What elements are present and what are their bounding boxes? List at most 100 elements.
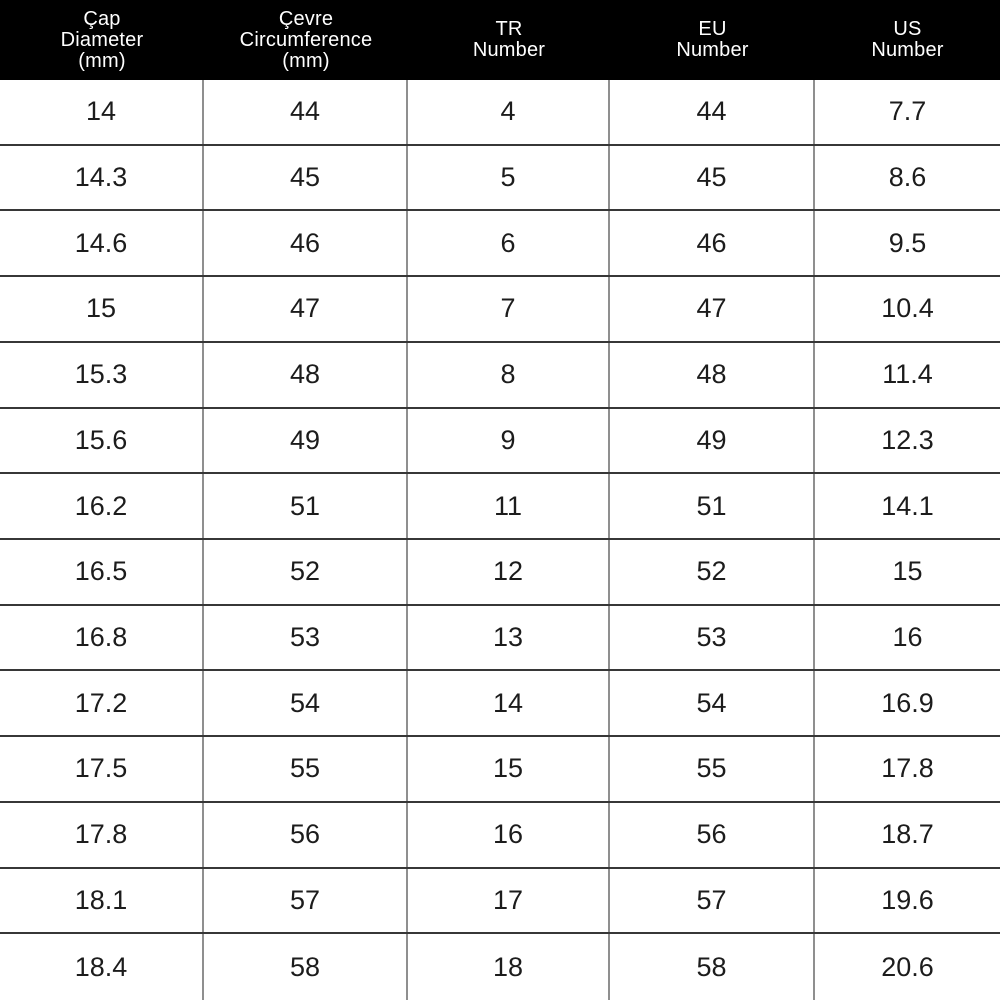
cell-diameter: 16.8 [0,605,204,670]
cell-diameter: 15 [0,277,204,341]
cell-eu: 51 [610,474,815,538]
cell-circumference: 58 [204,934,408,1000]
table-row: 16.5 52 12 52 15 [0,540,1000,606]
cell-eu: 53 [610,605,815,670]
cell-tr: 5 [408,145,610,210]
cell-us: 16.9 [881,687,934,718]
column-header-line: (mm) [282,49,330,72]
table-row: 15.3 48 8 48 11.4 [0,342,1000,409]
cell-circumference: 56 [204,802,408,867]
cell-diameter: 15.6 [0,408,204,473]
cell-diameter: 14.3 [0,145,204,210]
cell-tr: 9 [408,408,610,473]
cell-us: 17.8 [881,753,934,784]
cell-circumference: 49 [204,408,408,473]
table-row: 14.3 45 5 45 8.6 [0,145,1000,212]
cell-us: 14.1 [881,490,934,521]
table-row: 18.1 57 17 57 19.6 [0,868,1000,935]
table-row: 14.6 46 6 46 9.5 [0,211,1000,278]
cell-eu: 46 [610,211,815,276]
column-header-line: EU [698,18,727,40]
cell-circumference: 47 [204,277,408,341]
cell-tr: 13 [408,605,610,670]
column-header-line: Number [871,39,944,61]
cell-eu: 48 [610,342,815,407]
cell-us: 18.7 [881,819,934,850]
table-header: Çap Diameter (mm) Çevre Circumference (mm) TR N… [0,0,1000,80]
column-header-line: Diameter [60,28,144,51]
cell-diameter: 18.1 [0,868,204,933]
cell-us: 10.4 [881,293,934,324]
cell-eu: 57 [610,868,815,933]
cell-eu: 54 [610,671,815,736]
cell-diameter: 17.8 [0,802,204,867]
cell-eu: 58 [610,934,815,1000]
cell-circumference: 45 [204,145,408,210]
cell-diameter: 18.4 [0,934,204,1000]
table-row: 17.5 55 15 55 17.8 [0,737,1000,803]
cell-diameter: 16.2 [0,474,204,538]
column-header-line: US [893,18,922,40]
table-row: 18.4 58 18 58 20.6 [0,934,1000,1000]
cell-eu: 55 [610,737,815,801]
cell-circumference: 52 [204,540,408,604]
column-header-line: Circumference [239,28,373,51]
cell-eu: 56 [610,802,815,867]
cell-tr: 17 [408,868,610,933]
cell-diameter: 14 [0,80,204,144]
cell-diameter: 17.5 [0,737,204,801]
cell-us: 16 [892,622,923,653]
cell-diameter: 16.5 [0,540,204,604]
column-header-tr: TR Number [408,0,610,80]
cell-tr: 16 [408,802,610,867]
table-row: 16.2 51 11 51 14.1 [0,474,1000,540]
cell-circumference: 53 [204,605,408,670]
cell-circumference: 54 [204,671,408,736]
column-header-line: Çap [83,7,121,30]
cell-circumference: 44 [204,80,408,144]
cell-tr: 4 [408,80,610,144]
column-header-line: TR [495,18,523,40]
cell-circumference: 48 [204,342,408,407]
column-header-line: Number [472,39,546,61]
column-header-us: US Number [815,0,1000,80]
table-body: 14 44 4 44 7.7 14.3 45 5 45 8.6 14.6 46 6 46 9.5 15 47 7 4… [0,80,1000,1000]
cell-diameter: 15.3 [0,342,204,407]
cell-circumference: 55 [204,737,408,801]
column-header-line: (mm) [78,49,126,72]
cell-tr: 11 [408,474,610,538]
table-row: 17.8 56 16 56 18.7 [0,802,1000,869]
cell-tr: 12 [408,540,610,604]
cell-us: 11.4 [882,359,933,390]
cell-us: 7.7 [888,96,927,127]
cell-tr: 14 [408,671,610,736]
table-row: 15.6 49 9 49 12.3 [0,408,1000,475]
cell-us: 9.5 [888,227,927,258]
cell-eu: 44 [610,80,815,144]
column-header-line: Çevre [278,7,334,30]
cell-diameter: 14.6 [0,211,204,276]
cell-us: 15 [892,556,923,587]
cell-us: 8.6 [888,162,927,193]
cell-us: 12.3 [881,424,934,455]
cell-tr: 15 [408,737,610,801]
column-header-diameter: Çap Diameter (mm) [0,0,204,80]
cell-us: 20.6 [881,951,934,982]
cell-eu: 52 [610,540,815,604]
cell-eu: 47 [610,277,815,341]
cell-circumference: 51 [204,474,408,538]
table-row: 15 47 7 47 10.4 [0,277,1000,343]
cell-tr: 18 [408,934,610,1000]
cell-us: 19.6 [881,884,934,915]
cell-eu: 45 [610,145,815,210]
cell-tr: 8 [408,342,610,407]
table-row: 14 44 4 44 7.7 [0,80,1000,146]
cell-tr: 6 [408,211,610,276]
column-header-eu: EU Number [610,0,815,80]
column-header-circumference: Çevre Circumference (mm) [204,0,408,80]
cell-circumference: 46 [204,211,408,276]
column-header-line: Number [676,39,749,61]
cell-tr: 7 [408,277,610,341]
table-row: 17.2 54 14 54 16.9 [0,671,1000,738]
